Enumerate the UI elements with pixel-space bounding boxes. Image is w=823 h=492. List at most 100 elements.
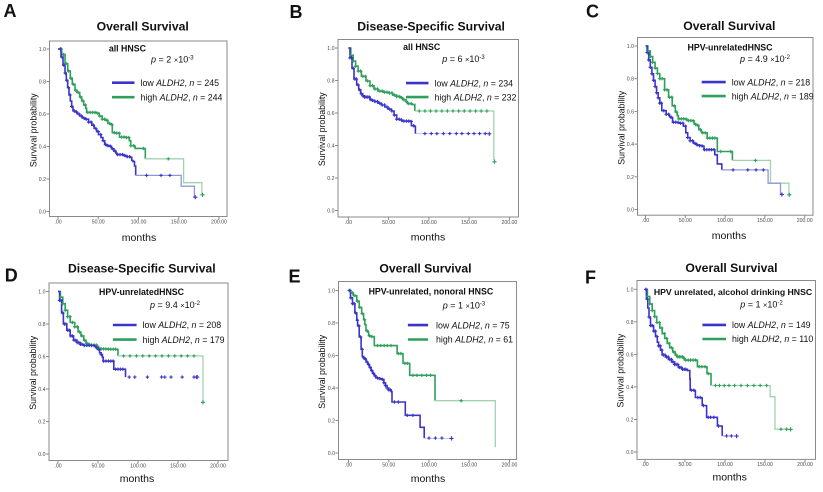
svg-text:1.0: 1.0 xyxy=(626,287,633,293)
svg-text:all HNSC: all HNSC xyxy=(403,42,441,52)
svg-text:HPV-unrelatedHNSC: HPV-unrelatedHNSC xyxy=(99,287,185,297)
svg-text:0.6: 0.6 xyxy=(626,352,633,358)
svg-text:200.00: 200.00 xyxy=(501,220,517,226)
svg-text:0.4: 0.4 xyxy=(328,386,335,392)
svg-text:.00: .00 xyxy=(345,462,352,468)
svg-text:0.8: 0.8 xyxy=(627,77,634,83)
svg-text:100.00: 100.00 xyxy=(131,219,147,225)
svg-text:0.4: 0.4 xyxy=(327,144,334,150)
svg-text:0.4: 0.4 xyxy=(38,387,45,393)
svg-text:150.00: 150.00 xyxy=(757,218,773,224)
svg-text:0.6: 0.6 xyxy=(38,355,45,361)
svg-text:0.0: 0.0 xyxy=(328,451,335,457)
svg-text:100.00: 100.00 xyxy=(421,462,437,468)
svg-text:0.0: 0.0 xyxy=(627,208,634,214)
svg-text:0.6: 0.6 xyxy=(627,109,634,115)
svg-text:high ALDH2, n = 179: high ALDH2, n = 179 xyxy=(143,335,225,345)
svg-text:Overall Survival: Overall Survival xyxy=(97,20,189,34)
svg-text:50.00: 50.00 xyxy=(92,219,105,225)
svg-text:.00: .00 xyxy=(345,220,352,226)
svg-text:D: D xyxy=(5,266,18,286)
svg-text:.00: .00 xyxy=(54,219,61,225)
svg-text:p = 9.4 ×10-2: p = 9.4 ×10-2 xyxy=(149,300,201,310)
svg-text:1.0: 1.0 xyxy=(328,289,335,295)
svg-text:0.2: 0.2 xyxy=(328,419,335,425)
svg-text:0.2: 0.2 xyxy=(626,418,633,424)
svg-text:low ALDH2, n = 149: low ALDH2, n = 149 xyxy=(732,320,811,330)
svg-text:.00: .00 xyxy=(642,218,649,224)
svg-text:0.2: 0.2 xyxy=(327,176,334,182)
svg-text:Disease-Specific Survival: Disease-Specific Survival xyxy=(357,19,505,33)
svg-text:0.2: 0.2 xyxy=(38,420,45,426)
svg-text:low ALDH2, n = 218: low ALDH2, n = 218 xyxy=(732,77,811,87)
svg-text:200.00: 200.00 xyxy=(211,219,227,225)
svg-text:150.00: 150.00 xyxy=(170,463,186,469)
svg-text:200.00: 200.00 xyxy=(797,462,813,468)
svg-text:0.6: 0.6 xyxy=(327,111,334,117)
svg-text:F: F xyxy=(585,268,596,288)
svg-text:months: months xyxy=(712,472,746,484)
svg-text:200.00: 200.00 xyxy=(210,463,226,469)
svg-text:50.00: 50.00 xyxy=(92,463,105,469)
svg-text:p = 4.9 ×10-2: p = 4.9 ×10-2 xyxy=(739,54,791,64)
svg-text:100.00: 100.00 xyxy=(717,218,733,224)
svg-text:50.00: 50.00 xyxy=(679,218,692,224)
svg-text:low ALDH2, n = 208: low ALDH2, n = 208 xyxy=(143,320,222,330)
svg-text:200.00: 200.00 xyxy=(502,462,518,468)
svg-text:0.4: 0.4 xyxy=(627,142,634,148)
svg-text:HPV-unrelated, nonoral HNSC: HPV-unrelated, nonoral HNSC xyxy=(369,287,494,297)
svg-text:high ALDH2, n = 61: high ALDH2, n = 61 xyxy=(436,335,513,345)
svg-text:0.6: 0.6 xyxy=(328,354,335,360)
svg-text:0.6: 0.6 xyxy=(39,112,46,118)
svg-text:Survival probability: Survival probability xyxy=(28,335,38,409)
svg-text:Survival probability: Survival probability xyxy=(617,90,627,164)
svg-text:months: months xyxy=(120,473,154,485)
svg-text:1.0: 1.0 xyxy=(38,290,45,296)
svg-text:A: A xyxy=(4,1,17,21)
svg-text:150.00: 150.00 xyxy=(461,220,477,226)
svg-text:C: C xyxy=(586,2,599,22)
svg-text:0.0: 0.0 xyxy=(39,210,46,216)
svg-text:1.0: 1.0 xyxy=(327,46,334,52)
svg-text:100.00: 100.00 xyxy=(130,463,146,469)
svg-text:high ALDH2, n = 189: high ALDH2, n = 189 xyxy=(732,91,814,101)
svg-text:months: months xyxy=(411,473,445,485)
svg-text:Survival probability: Survival probability xyxy=(29,93,39,167)
svg-text:high ALDH2, n = 232: high ALDH2, n = 232 xyxy=(435,92,517,102)
svg-text:high ALDH2, n = 244: high ALDH2, n = 244 xyxy=(141,92,223,102)
svg-text:0.8: 0.8 xyxy=(38,322,45,328)
svg-text:0.2: 0.2 xyxy=(39,177,46,183)
svg-text:100.00: 100.00 xyxy=(717,462,733,468)
svg-text:Survival probability: Survival probability xyxy=(317,92,327,166)
svg-text:50.00: 50.00 xyxy=(382,220,395,226)
svg-text:low ALDH2, n = 245: low ALDH2, n = 245 xyxy=(141,78,220,88)
svg-text:150.00: 150.00 xyxy=(757,462,773,468)
svg-text:50.00: 50.00 xyxy=(679,462,692,468)
svg-text:Survival probability: Survival probability xyxy=(616,333,626,407)
svg-text:200.00: 200.00 xyxy=(797,218,813,224)
svg-text:100.00: 100.00 xyxy=(421,220,437,226)
svg-text:B: B xyxy=(290,2,303,22)
svg-text:low ALDH2, n = 234: low ALDH2, n = 234 xyxy=(435,78,514,88)
svg-text:.00: .00 xyxy=(641,462,648,468)
svg-text:0.4: 0.4 xyxy=(39,145,46,151)
svg-text:0.2: 0.2 xyxy=(627,175,634,181)
svg-text:months: months xyxy=(122,232,156,244)
svg-text:Survival probability: Survival probability xyxy=(317,334,327,408)
svg-text:HPV-unrelatedHNSC: HPV-unrelatedHNSC xyxy=(687,43,773,53)
svg-text:all HNSC: all HNSC xyxy=(109,44,147,54)
svg-text:0.8: 0.8 xyxy=(626,320,633,326)
svg-text:Disease-Specific Survival: Disease-Specific Survival xyxy=(68,262,216,276)
svg-text:p = 6 ×10-3: p = 6 ×10-3 xyxy=(441,54,485,64)
svg-text:150.00: 150.00 xyxy=(171,219,187,225)
svg-text:0.0: 0.0 xyxy=(626,450,633,456)
svg-text:0.8: 0.8 xyxy=(327,79,334,85)
svg-text:0.8: 0.8 xyxy=(39,80,46,86)
svg-text:0.0: 0.0 xyxy=(38,452,45,458)
svg-text:.00: .00 xyxy=(54,463,61,469)
svg-text:150.00: 150.00 xyxy=(461,462,477,468)
svg-text:Overall Survival: Overall Survival xyxy=(683,19,775,33)
svg-text:50.00: 50.00 xyxy=(382,462,395,468)
svg-text:0.0: 0.0 xyxy=(327,209,334,215)
svg-text:p = 1 ×10-3: p = 1 ×10-3 xyxy=(442,300,486,310)
